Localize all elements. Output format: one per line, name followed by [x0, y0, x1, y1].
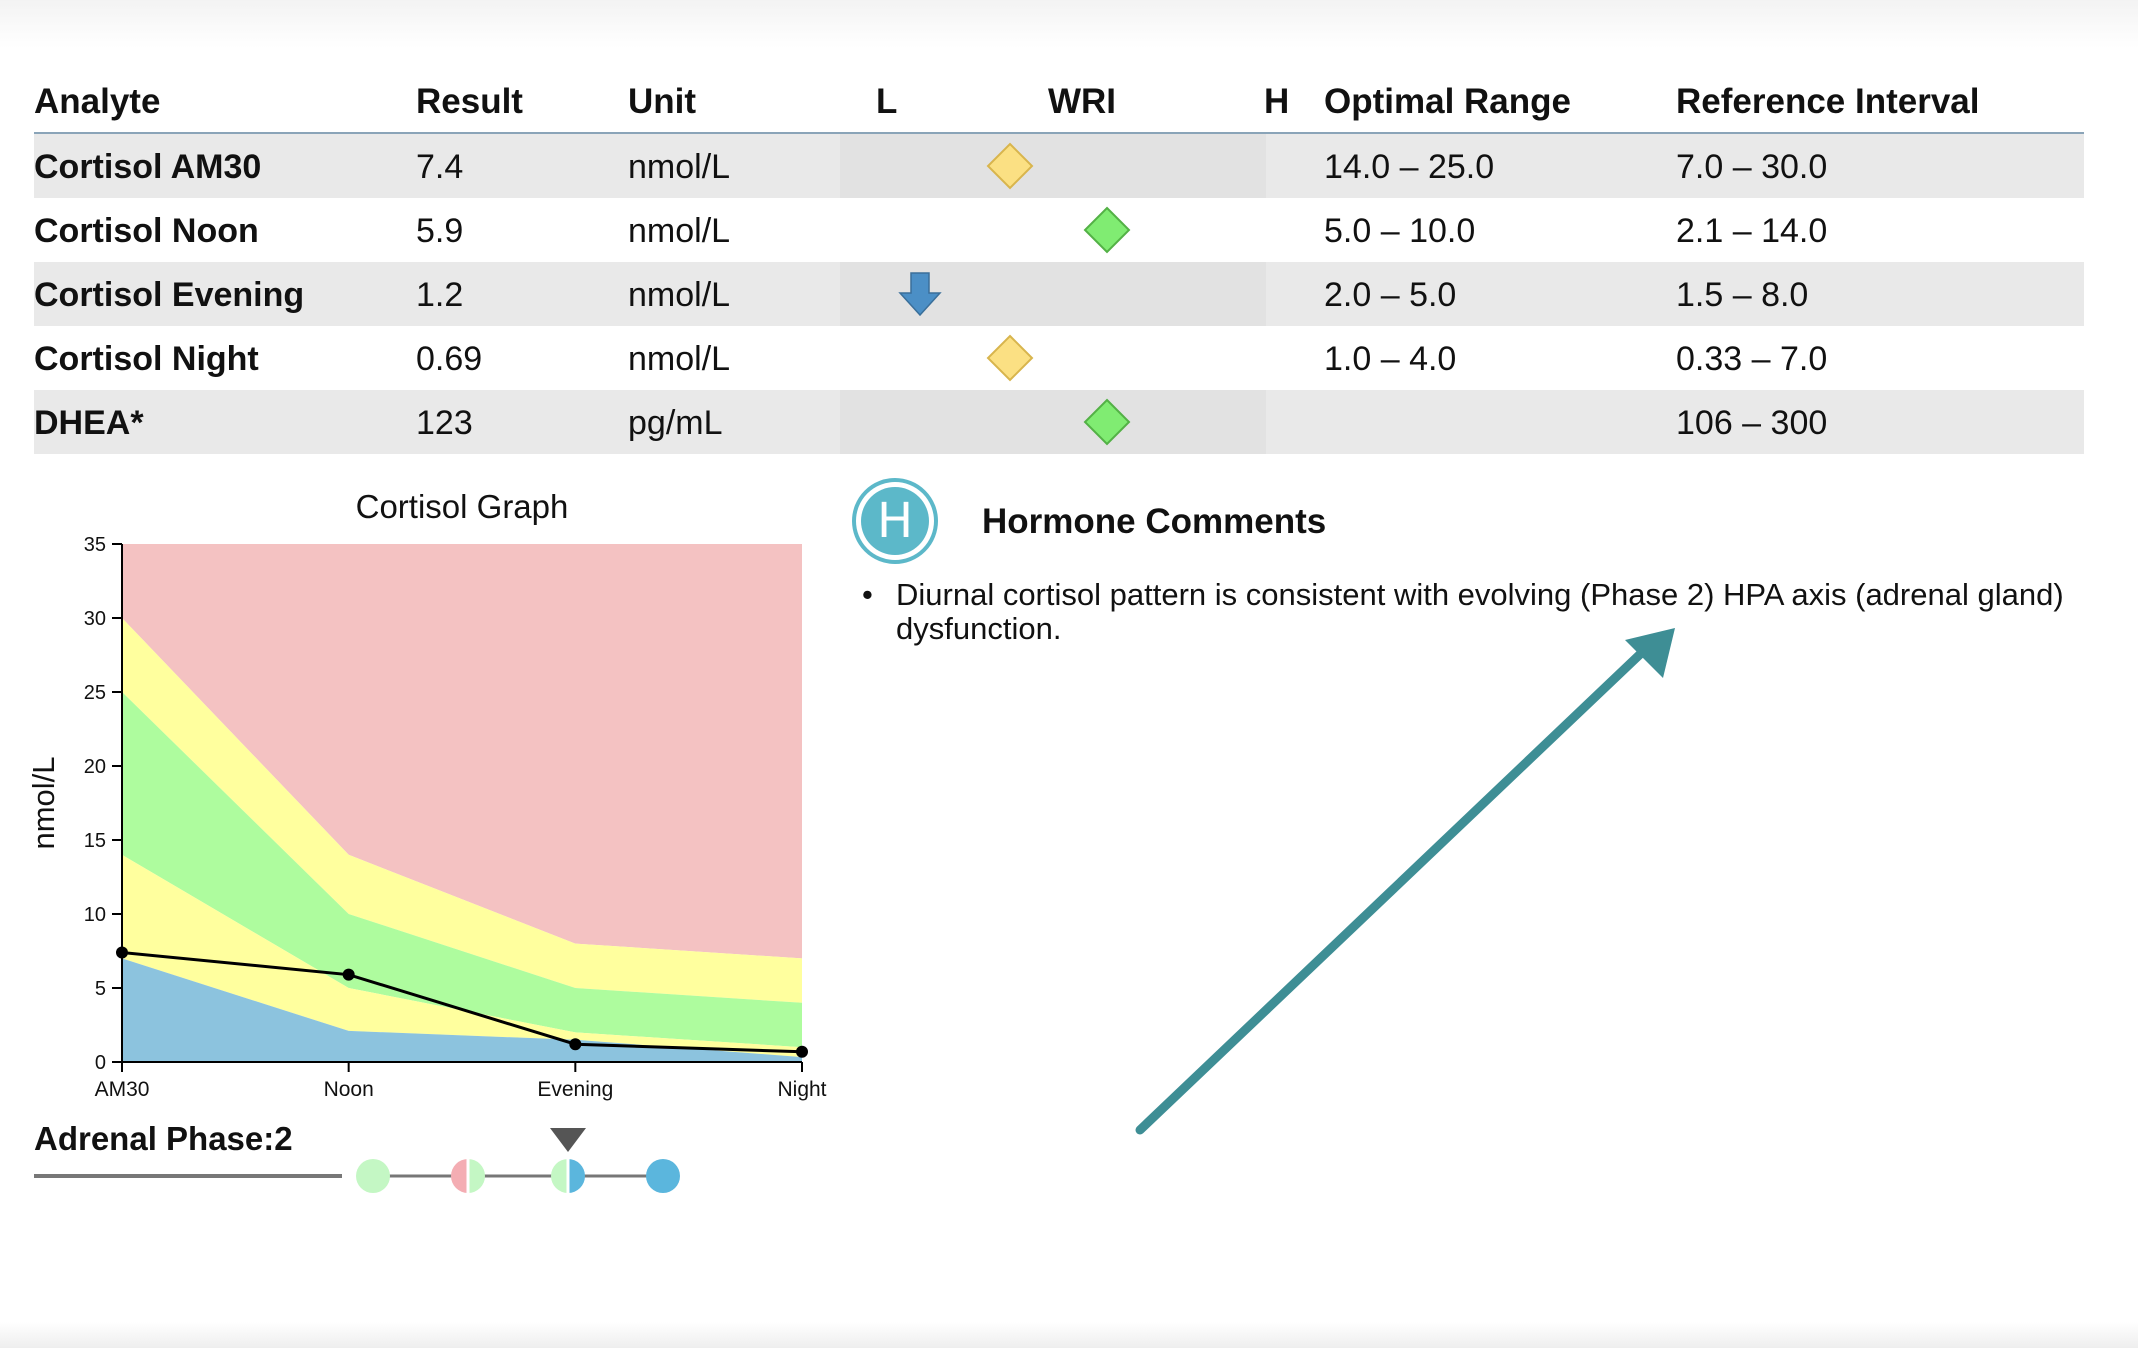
table-row: Cortisol Evening 1.2 nmol/L 2.0 – 5.0 1.5 – …	[34, 262, 2084, 326]
phase-selected-marker	[550, 1128, 586, 1152]
wri-column-cell	[840, 326, 1266, 390]
header-optimal-range: Optimal Range	[1324, 82, 1571, 121]
row-optimal-range: 5.0 – 10.0	[1324, 212, 1476, 250]
cortisol-chart: 0 5 10 15 20 25 30 35 AM30 Noon Evening Night Cortis…	[26, 488, 827, 1101]
table-body: Cortisol AM30 7.4 nmol/L 14.0 – 25.0 7.0 – 3…	[34, 134, 2084, 454]
phase-circle-right	[468, 1159, 485, 1193]
y-tick-label: 0	[95, 1052, 106, 1074]
row-result: 7.4	[416, 148, 464, 186]
row-analyte: Cortisol AM30	[34, 148, 262, 186]
page-top-shadow	[0, 0, 2138, 48]
green-diamond-icon	[1083, 398, 1131, 446]
table-row: Cortisol Noon 5.9 nmol/L 5.0 – 10.0 2.1 – 14…	[34, 198, 2084, 262]
row-reference-interval: 0.33 – 7.0	[1676, 340, 1828, 378]
row-reference-interval: 106 – 300	[1676, 404, 1828, 442]
header-result: Result	[416, 82, 523, 121]
x-tick-label: Evening	[537, 1078, 613, 1101]
row-analyte: DHEA*	[34, 404, 144, 442]
row-unit: pg/mL	[628, 404, 723, 442]
band-optimal	[122, 692, 802, 1048]
cortisol-data-point	[342, 968, 355, 981]
hormone-icon: H	[852, 478, 938, 564]
adrenal-phase-scale	[34, 1128, 680, 1193]
row-result: 1.2	[416, 276, 464, 314]
low-arrow-icon	[898, 272, 942, 317]
y-tick-label: 20	[84, 756, 106, 778]
row-unit: nmol/L	[628, 276, 731, 314]
cortisol-data-point	[796, 1045, 808, 1058]
header-high: H	[1264, 82, 1290, 121]
wri-column-cell	[840, 198, 1266, 262]
row-analyte: Cortisol Evening	[34, 276, 305, 314]
adrenal-phase-value: 2	[274, 1120, 293, 1157]
table-header: Analyte Result Unit L WRI H Optimal Rang…	[34, 72, 2084, 134]
y-tick-label: 15	[84, 830, 106, 852]
row-result: 5.9	[416, 212, 464, 250]
row-unit: nmol/L	[628, 212, 731, 250]
yellow-diamond-icon	[986, 142, 1034, 190]
x-tick-label: Noon	[324, 1078, 374, 1101]
bullet-icon: •	[862, 577, 873, 612]
y-tick-label: 25	[84, 682, 106, 704]
header-reference-interval: Reference Interval	[1676, 82, 1980, 121]
row-result: 123	[416, 404, 473, 442]
y-tick-label: 30	[84, 608, 106, 630]
x-tick-label: AM30	[95, 1078, 150, 1101]
phase-circle-left	[646, 1159, 663, 1193]
table-row: DHEA* 123 pg/mL 106 – 300	[34, 390, 2084, 454]
row-reference-interval: 7.0 – 30.0	[1676, 148, 1828, 186]
annotation-arrow-icon	[1135, 628, 1675, 1135]
wri-column-cell	[840, 134, 1266, 198]
row-reference-interval: 2.1 – 14.0	[1676, 212, 1828, 250]
row-reference-interval: 1.5 – 8.0	[1676, 276, 1809, 314]
row-optimal-range: 1.0 – 4.0	[1324, 340, 1457, 378]
adrenal-phase-label: Adrenal Phase:2	[34, 1120, 293, 1158]
row-unit: nmol/L	[628, 340, 731, 378]
row-unit: nmol/L	[628, 148, 731, 186]
table-row: Cortisol Night 0.69 nmol/L 1.0 – 4.0 0.33 – …	[34, 326, 2084, 390]
phase-circle-right	[663, 1159, 680, 1193]
phase-circle-left	[356, 1159, 373, 1193]
adrenal-phase-text: Adrenal Phase:	[34, 1120, 275, 1157]
comment-item: Diurnal cortisol pattern is consistent w…	[896, 577, 2064, 646]
phase-circle-left	[551, 1159, 568, 1193]
band-lower-reference	[122, 854, 802, 1058]
y-tick-label: 5	[95, 978, 106, 1000]
cortisol-series-line	[121, 950, 803, 1054]
header-analyte: Analyte	[34, 82, 161, 121]
page-bottom-shadow	[0, 1322, 2138, 1348]
annotation-arrow-shaft	[1135, 635, 1660, 1135]
row-result: 0.69	[416, 340, 483, 378]
band-below-reference	[122, 958, 802, 1062]
x-tick-label: Night	[777, 1078, 826, 1101]
band-above-reference	[122, 544, 802, 959]
results-table: Analyte Result Unit L WRI H Optimal Rang…	[34, 72, 2084, 454]
yellow-diamond-icon	[986, 334, 1034, 382]
table-row: Cortisol AM30 7.4 nmol/L 14.0 – 25.0 7.0 – 3…	[34, 134, 2084, 198]
phase-circle-right	[373, 1159, 390, 1193]
phase-circle-left	[451, 1159, 468, 1193]
row-analyte: Cortisol Night	[34, 340, 259, 378]
green-diamond-icon	[1083, 206, 1131, 254]
row-optimal-range: 2.0 – 5.0	[1324, 276, 1457, 314]
wri-column-cell	[840, 390, 1266, 454]
header-unit: Unit	[628, 82, 697, 121]
row-optimal-range: 14.0 – 25.0	[1324, 148, 1495, 186]
chart-title: Cortisol Graph	[356, 488, 569, 525]
comments-title: Hormone Comments	[982, 502, 1327, 541]
y-tick-label: 10	[84, 904, 106, 926]
cortisol-data-point	[569, 1038, 582, 1051]
header-low: L	[876, 82, 898, 121]
band-upper-reference	[122, 618, 802, 1003]
y-tick-label: 35	[84, 534, 106, 556]
cortisol-data-point	[116, 946, 128, 959]
hormone-icon-letter: H	[861, 487, 929, 555]
phase-circle-right	[568, 1159, 585, 1193]
row-analyte: Cortisol Noon	[34, 212, 259, 250]
header-wri: WRI	[1048, 82, 1117, 121]
annotation-arrow-head	[1625, 628, 1675, 678]
y-axis-label: nmol/L	[26, 756, 61, 849]
